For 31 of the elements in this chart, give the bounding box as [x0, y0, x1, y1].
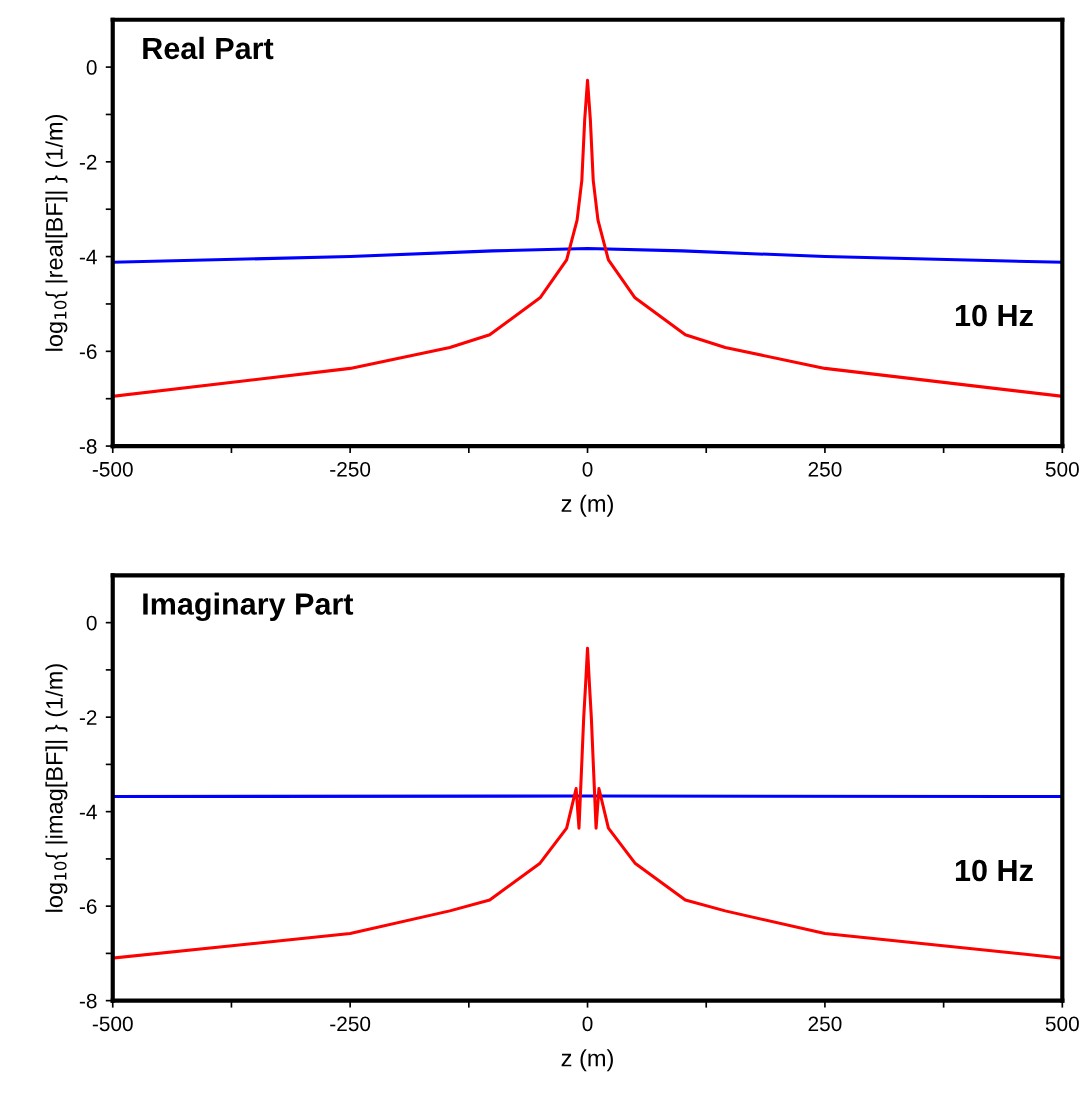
- y-tick-label: 0: [86, 60, 97, 75]
- annotation: 10 Hz: [955, 859, 1033, 882]
- chart-title: Real Part: [143, 36, 274, 60]
- x-tick-label: -500: [92, 461, 133, 477]
- line-series: [112, 247, 1063, 264]
- x-axis-title: z (m): [561, 1049, 613, 1072]
- y-tick-label: -8: [79, 993, 97, 1009]
- line-series: [112, 646, 1063, 960]
- annotation: 10 Hz: [955, 304, 1033, 327]
- x-tick-label: -250: [330, 1016, 371, 1032]
- x-tick-label: 500: [1045, 1016, 1079, 1032]
- y-tick-label: -2: [79, 154, 97, 170]
- x-tick-label: -500: [92, 1016, 133, 1032]
- x-tick-label: 250: [808, 1016, 842, 1032]
- line-series: [112, 78, 1063, 398]
- y-tick-label: -8: [79, 439, 97, 454]
- y-tick-label: -4: [79, 804, 97, 820]
- y-axis-title: log$_{10}${ |real[BF]| } (1/m): [45, 114, 68, 351]
- y-tick-label: -2: [79, 710, 97, 725]
- x-tick-label: 250: [808, 461, 842, 477]
- y-tick-label: -6: [79, 344, 97, 360]
- text: Imaginary Part: [143, 592, 354, 622]
- x-tick-label: 0: [582, 1016, 593, 1032]
- x-axis-title: z (m): [561, 494, 613, 517]
- y-tick-label: 0: [86, 615, 97, 631]
- x-tick-label: -250: [330, 461, 371, 477]
- x-tick-label: 0: [582, 461, 593, 477]
- y-axis-title: log$_{10}${ |imag[BF]| } (1/m): [45, 664, 68, 912]
- y-tick-label: -4: [79, 249, 97, 265]
- y-tick-label: -6: [79, 899, 97, 914]
- x-tick-label: 500: [1045, 461, 1079, 477]
